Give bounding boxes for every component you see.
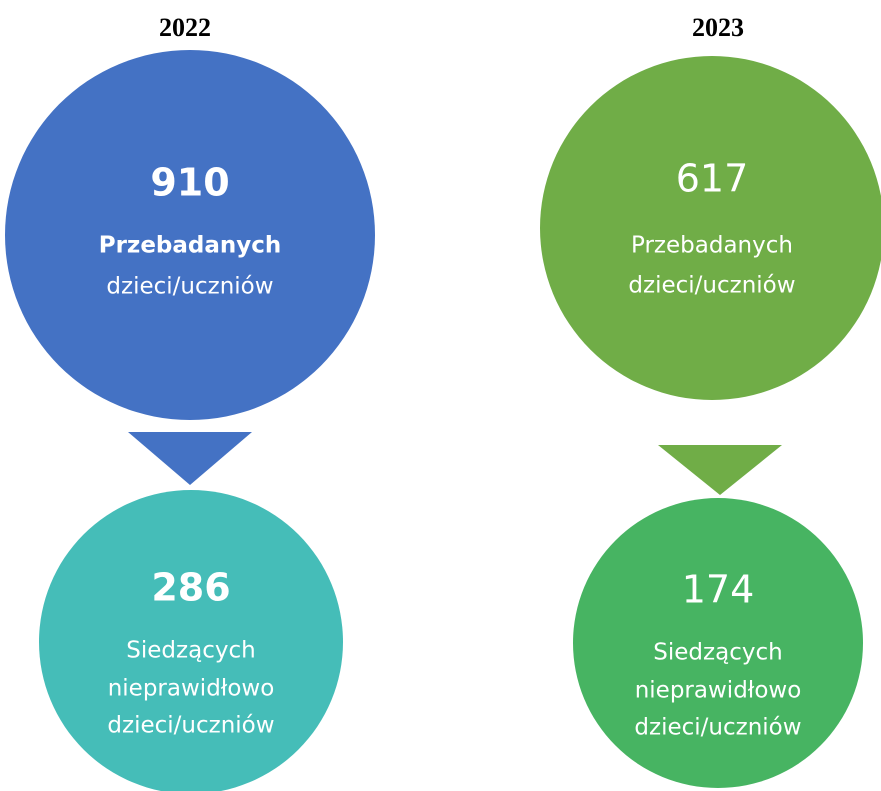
top-value: 617 — [676, 157, 749, 201]
bottom-label: Siedzących — [126, 638, 255, 664]
bottom-label: nieprawidłowo — [635, 678, 802, 704]
bottom-label: dzieci/uczniów — [107, 713, 274, 739]
year: 2023 — [692, 13, 744, 42]
bottom-value: 286 — [151, 566, 230, 610]
top-label: dzieci/uczniów — [628, 273, 795, 299]
bottom-circle — [39, 490, 343, 791]
bottom-label: dzieci/uczniów — [634, 715, 801, 741]
top-circle — [540, 56, 881, 400]
arrow — [128, 432, 252, 485]
top-circle — [5, 50, 375, 420]
bottom-label: nieprawidłowo — [108, 676, 275, 702]
top-label: Przebadanych — [631, 233, 793, 259]
top-label: dzieci/uczniów — [106, 274, 273, 300]
arrow — [658, 445, 782, 495]
bottom-circle — [573, 498, 863, 788]
top-value: 910 — [150, 161, 229, 205]
bottom-label: Siedzących — [653, 640, 782, 666]
top-label: Przebadanych — [99, 233, 282, 259]
year: 2022 — [159, 13, 211, 42]
bottom-value: 174 — [682, 568, 755, 612]
